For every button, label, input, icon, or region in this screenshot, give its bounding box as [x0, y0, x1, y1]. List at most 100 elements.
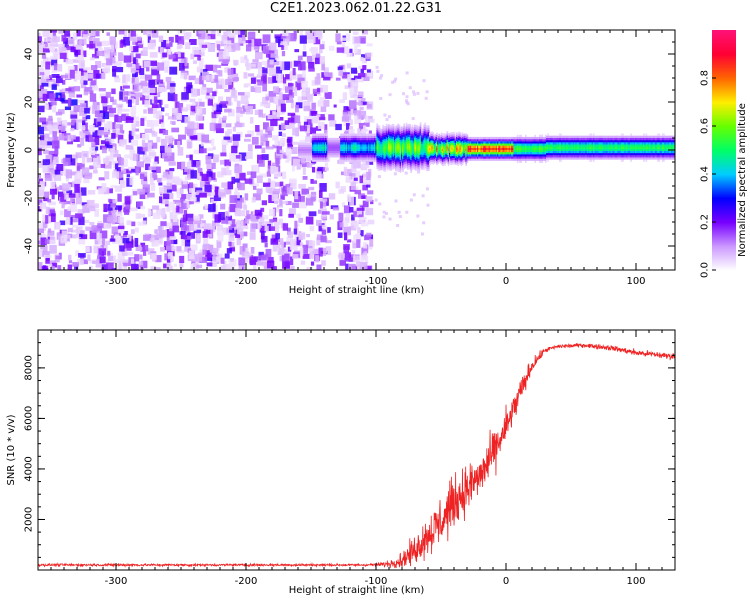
- heatmap-cell: [420, 232, 424, 236]
- heatmap-cell: [323, 129, 328, 135]
- heatmap-cell: [158, 35, 164, 42]
- heatmap-cell: [439, 150, 442, 153]
- heatmap-cell: [374, 150, 376, 154]
- heatmap-cell: [464, 140, 466, 143]
- heatmap-cell: [472, 136, 475, 140]
- heatmap-cell: [383, 158, 386, 161]
- heatmap-cell: [407, 126, 410, 129]
- heatmap-cell: [151, 67, 160, 76]
- heatmap-cell: [187, 121, 195, 130]
- heatmap-cell: [226, 248, 232, 254]
- heatmap-cell: [317, 101, 325, 107]
- heatmap-cell: [485, 156, 487, 159]
- heatmap-cell: [438, 133, 441, 137]
- heatmap-cell: [347, 135, 349, 139]
- heatmap-cell: [479, 156, 482, 159]
- heatmap-cell: [313, 159, 315, 162]
- heatmap-cell: [386, 142, 389, 145]
- heatmap-cell: [388, 167, 390, 170]
- heatmap-cell: [464, 157, 466, 160]
- heatmap-cell: [159, 87, 167, 92]
- heatmap-cell: [367, 157, 369, 160]
- heatmap-cell: [160, 247, 165, 252]
- heatmap-cell: [361, 54, 368, 58]
- heatmap-cell: [201, 71, 210, 81]
- heatmap-cell: [406, 133, 409, 136]
- heatmap-cell: [450, 143, 452, 146]
- heatmap-cell: [103, 161, 112, 169]
- heatmap-cell: [168, 152, 175, 162]
- heatmap-cell: [328, 137, 331, 141]
- heatmap-cell: [216, 240, 222, 248]
- heatmap-cell: [340, 153, 342, 156]
- heatmap-cell: [199, 171, 203, 178]
- heatmap-cell: [349, 142, 352, 145]
- heatmap-cell: [338, 137, 341, 141]
- heatmap-cell: [491, 158, 493, 161]
- heatmap-cell: [270, 165, 279, 175]
- heatmap-cell: [418, 136, 421, 140]
- heatmap-cell: [327, 142, 329, 145]
- heatmap-cell: [307, 151, 310, 154]
- heatmap-cell: [251, 136, 259, 145]
- heatmap-cell: [236, 236, 242, 246]
- heatmap-cell: [396, 131, 398, 134]
- heatmap-cell: [395, 127, 397, 131]
- heatmap-cell: [461, 134, 464, 137]
- heatmap-cell: [441, 144, 444, 147]
- heatmap-cell: [75, 197, 82, 205]
- heatmap-cell: [340, 137, 342, 141]
- heatmap-cell: [184, 57, 188, 67]
- heatmap-cell: [307, 155, 310, 158]
- heatmap-cell: [38, 249, 43, 257]
- heatmap-cell: [441, 150, 444, 154]
- heatmap-cell: [393, 161, 396, 164]
- heatmap-cell: [243, 138, 251, 142]
- heatmap-cell: [358, 133, 361, 136]
- heatmap-cell: [427, 147, 430, 150]
- heatmap-cell: [411, 159, 414, 162]
- heatmap-cell: [329, 155, 332, 158]
- heatmap-cell: [453, 144, 456, 148]
- heatmap-cell: [411, 117, 415, 121]
- heatmap-cell: [132, 73, 137, 78]
- heatmap-cell: [439, 139, 442, 142]
- heatmap-cell: [418, 156, 421, 159]
- heatmap-cell: [63, 200, 71, 205]
- heatmap-cell: [460, 161, 463, 164]
- heatmap-cell: [324, 142, 327, 145]
- heatmap-cell: [388, 156, 390, 159]
- heatmap-cell: [179, 261, 184, 268]
- heatmap-cell: [206, 87, 213, 94]
- heatmap-cell: [438, 151, 441, 154]
- heatmap-cell: [358, 73, 366, 78]
- heatmap-cell: [403, 158, 405, 161]
- heatmap-cell: [444, 137, 446, 140]
- heatmap-cell: [399, 168, 402, 171]
- heatmap-cell: [121, 159, 128, 168]
- heatmap-cell: [388, 160, 390, 163]
- heatmap-cell: [272, 243, 281, 252]
- heatmap-cell: [290, 32, 297, 42]
- heatmap-cell: [319, 48, 323, 54]
- heatmap-cell: [409, 130, 411, 133]
- heatmap-cell: [398, 133, 401, 136]
- heatmap-cell: [301, 148, 304, 152]
- heatmap-cell: [47, 199, 52, 203]
- heatmap-cell: [354, 110, 361, 116]
- heatmap-cell: [429, 156, 431, 159]
- heatmap-cell: [410, 142, 413, 145]
- heatmap-cell: [360, 144, 362, 147]
- heatmap-cell: [354, 142, 356, 145]
- heatmap-cell: [76, 94, 82, 98]
- heatmap-cell: [410, 157, 413, 160]
- heatmap-cell: [267, 256, 274, 263]
- heatmap-cell: [450, 138, 452, 142]
- heatmap-cell: [489, 152, 492, 155]
- heatmap-cell: [335, 140, 338, 143]
- heatmap-cell: [43, 127, 50, 131]
- heatmap-cell: [196, 190, 203, 195]
- heatmap-cell: [340, 159, 342, 162]
- heatmap-cell: [354, 36, 360, 44]
- heatmap-cell: [186, 161, 191, 170]
